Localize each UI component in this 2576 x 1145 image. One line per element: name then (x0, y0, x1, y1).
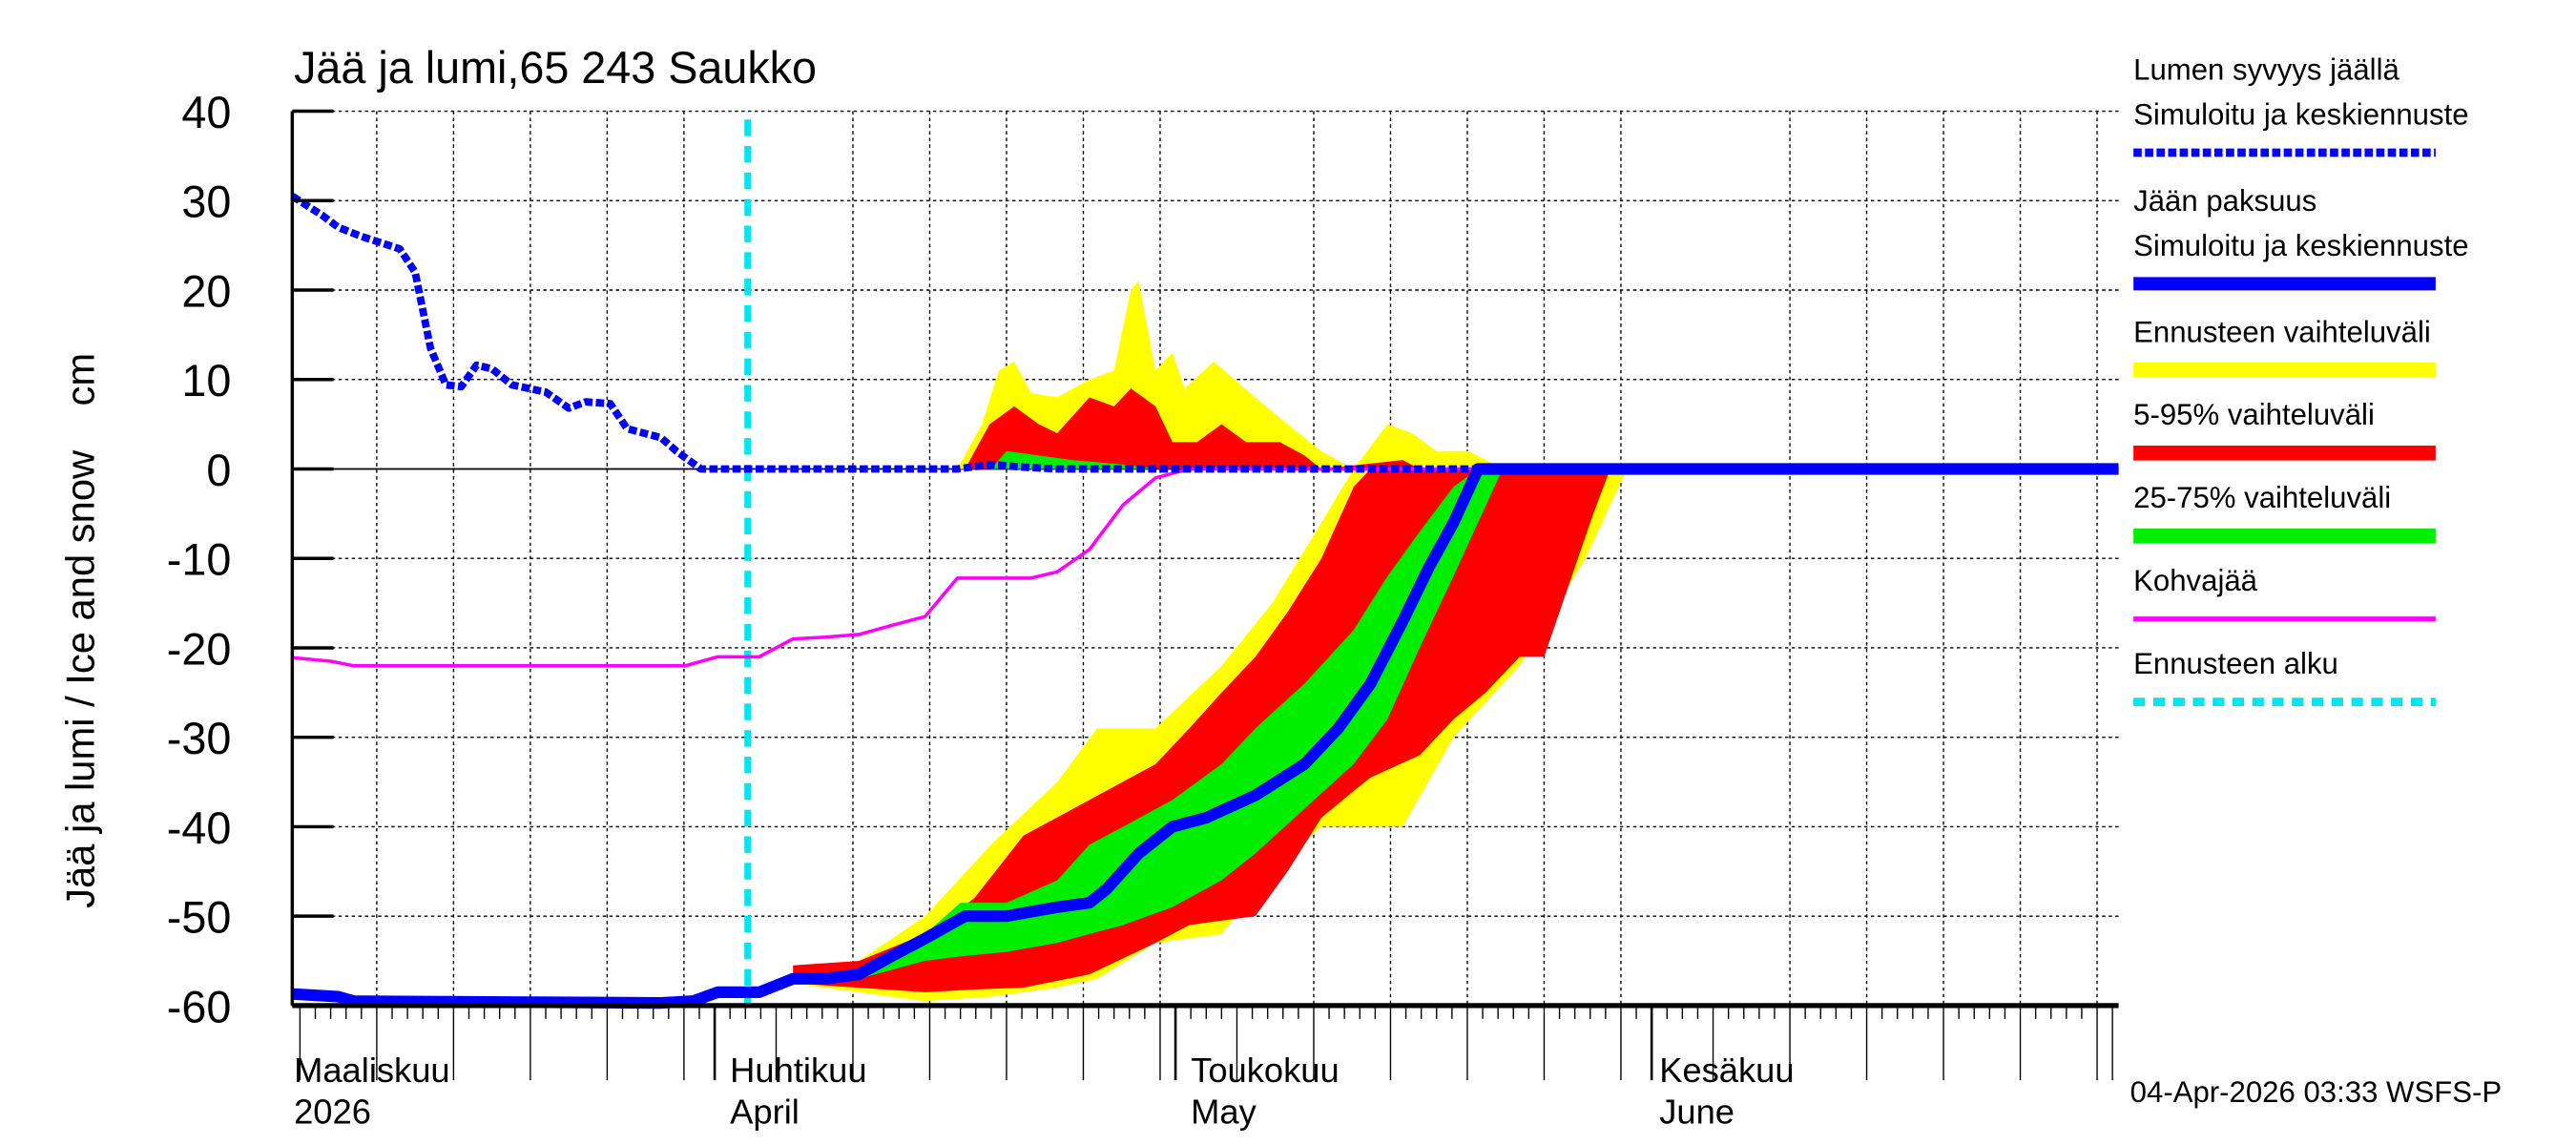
legend-label: Jään paksuus (2133, 184, 2316, 218)
y-tick-label: 40 (181, 88, 231, 137)
series-kohvaj- (292, 467, 2119, 668)
legend-label: Ennusteen vaihteluväli (2133, 315, 2431, 348)
legend-label: Simuloitu ja keskiennuste (2133, 97, 2468, 131)
month-label-fi: Toukokuu (1191, 1051, 1340, 1090)
legend-label: 25-75% vaihteluväli (2133, 481, 2391, 514)
legend: Lumen syvyys jäällä Simuloitu ja keskienn… (2133, 52, 2469, 706)
axes: 40 30 20 10 0 -10 -20 -30 -40 -50 -60 Maaliskuu2026… (167, 88, 2119, 1131)
month-label-fi: Huhtikuu (730, 1051, 866, 1090)
series-lumen-syvyys-j-ll- (290, 193, 2119, 473)
series-j-n-paksuus (291, 463, 2119, 1010)
month-label-en: June (1659, 1092, 1735, 1131)
legend-label: 5-95% vaihteluväli (2133, 398, 2375, 431)
y-tick-label: -60 (167, 982, 232, 1031)
chart-title: Jää ja lumi,65 243 Saukko (294, 43, 817, 93)
y-tick-label: 20 (181, 266, 231, 316)
month-label-en: April (730, 1092, 800, 1131)
y-axis-label: Jää ja lumi / Ice and snow cm (58, 353, 103, 908)
legend-label: Kohvajää (2133, 564, 2258, 597)
band-2 (990, 450, 1156, 469)
y-tick-label: -30 (167, 714, 232, 763)
legend-label: Lumen syvyys jäällä (2133, 52, 2399, 86)
legend-label: Ennusteen alku (2133, 647, 2338, 680)
y-tick-label: 30 (181, 177, 231, 227)
band-4 (793, 468, 1610, 992)
month-label-en: 2026 (294, 1092, 371, 1131)
month-label-fi: Kesäkuu (1659, 1051, 1794, 1090)
y-tick-label: 0 (206, 446, 231, 495)
band-5 (859, 468, 1503, 979)
month-label-en: May (1191, 1092, 1257, 1131)
y-tick-label: 10 (181, 356, 231, 406)
month-label-fi: Maaliskuu (294, 1051, 450, 1090)
footer-timestamp: 04-Apr-2026 03:33 WSFS-P (2130, 1075, 2502, 1109)
bands (793, 281, 1628, 1002)
band-1 (965, 388, 1421, 469)
y-tick-label: -50 (167, 892, 232, 942)
y-tick-label: -10 (167, 535, 232, 585)
y-tick-label: -20 (167, 624, 232, 674)
legend-label: Simuloitu ja keskiennuste (2133, 229, 2468, 262)
series-lines (290, 119, 2119, 1010)
y-tick-label: -40 (167, 803, 232, 853)
